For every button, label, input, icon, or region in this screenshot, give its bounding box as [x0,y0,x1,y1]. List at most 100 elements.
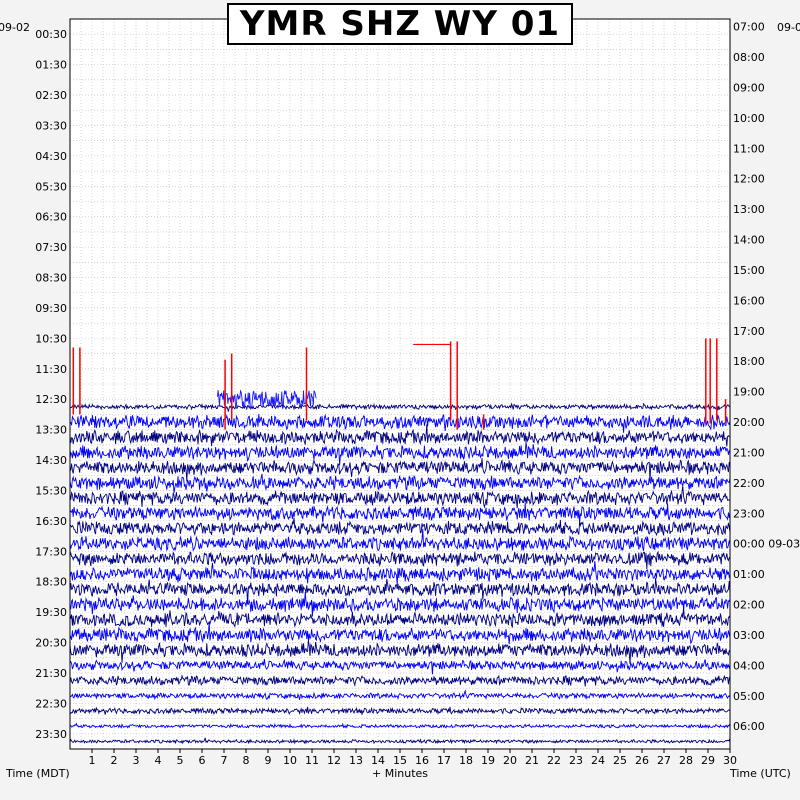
seismic-trace [69,706,731,716]
seismic-trace [69,502,731,523]
x-tick-label: 21 [525,754,539,767]
right-time-label: 12:00 [733,173,765,186]
right-time-label: 18:00 [733,355,765,368]
right-time-label: 22:00 [733,477,765,490]
x-tick-label: 20 [503,754,517,767]
chart-title: YMR SHZ WY 01 [227,3,573,45]
left-time-label: 23:30 [35,728,67,741]
x-tick-label: 7 [221,754,228,767]
left-time-label: 19:30 [35,606,67,619]
seismic-trace [69,722,731,730]
left-time-label: 04:30 [35,150,67,163]
x-tick-label: 12 [327,754,341,767]
left-time-label: 06:30 [35,211,67,224]
right-time-label: 23:00 [733,507,765,520]
x-tick-label: 22 [547,754,561,767]
x-tick-label: 26 [635,754,649,767]
left-time-label: 07:30 [35,241,67,254]
right-time-label: 10:00 [733,112,765,125]
seismic-trace [69,413,731,433]
x-tick-label: 14 [371,754,385,767]
right-time-label: 07:00 [733,21,765,34]
seismic-trace [69,592,731,617]
seismic-trace [69,528,731,552]
left-time-label: 03:30 [35,119,67,132]
left-time-label: 12:30 [35,393,67,406]
left-date-label: 09-02 [0,21,30,34]
x-tick-label: 9 [265,754,272,767]
right-time-label: 11:00 [733,142,765,155]
x-tick-label: 19 [481,754,495,767]
x-tick-label: 11 [305,754,319,767]
right-time-label: 20:00 [733,416,765,429]
left-time-label: 21:30 [35,667,67,680]
right-time-label: 06:00 [733,720,765,733]
seismic-trace [69,441,731,466]
right-time-label: 02:00 [733,599,765,612]
right-time-label: 13:00 [733,203,765,216]
right-time-label: 16:00 [733,294,765,307]
left-time-label: 01:30 [35,59,67,72]
left-time-label: 18:30 [35,576,67,589]
seismic-trace [69,485,731,509]
left-time-label: 17:30 [35,545,67,558]
right-time-label: 04:00 [733,659,765,672]
seismic-trace [69,674,731,687]
left-time-label: 05:30 [35,180,67,193]
right-time-label: 08:00 [733,51,765,64]
x-tick-label: 1 [89,754,96,767]
right-time-label: 14:00 [733,234,765,247]
left-time-label: 02:30 [35,89,67,102]
right-time-label: 19:00 [733,386,765,399]
x-tick-label: 29 [701,754,715,767]
x-tick-label: 24 [591,754,605,767]
seismic-trace [69,550,731,570]
x-tick-label: 25 [613,754,627,767]
seismic-trace [69,621,731,645]
x-tick-label: 10 [283,754,297,767]
seismic-burst [216,389,317,409]
seismic-trace [69,658,731,675]
x-tick-label: 28 [679,754,693,767]
right-time-label: 21:00 [733,446,765,459]
left-time-label: 09:30 [35,302,67,315]
x-tick-label: 15 [393,754,407,767]
right-time-label: 00:00 09-03 [733,538,800,551]
right-time-label: 01:00 [733,568,765,581]
x-tick-label: 23 [569,754,583,767]
seismic-trace [69,517,731,537]
left-time-label: 15:30 [35,484,67,497]
seismic-trace [69,737,731,745]
x-tick-label: 4 [155,754,162,767]
right-time-label: 15:00 [733,264,765,277]
x-tick-label: 6 [199,754,206,767]
seismic-trace [69,402,731,412]
left-time-label: 16:30 [35,515,67,528]
left-time-label: 20:30 [35,637,67,650]
left-time-label: 22:30 [35,697,67,710]
left-time-label: 08:30 [35,272,67,285]
right-time-label: 09:00 [733,81,765,94]
x-tick-label: 3 [133,754,140,767]
x-tick-label: 30 [723,754,737,767]
left-time-label: 11:30 [35,363,67,376]
seismic-trace [69,606,731,629]
x-tick-label: 8 [243,754,250,767]
left-axis-title: Time (MDT) [6,767,70,780]
x-tick-label: 16 [415,754,429,767]
right-date-label: 09-0 [777,21,800,34]
seismic-trace [70,689,731,701]
x-tick-label: 27 [657,754,671,767]
x-tick-label: 2 [111,754,118,767]
seismic-trace [69,639,731,664]
x-tick-label: 5 [177,754,184,767]
left-time-label: 10:30 [35,332,67,345]
right-time-label: 05:00 [733,690,765,703]
x-tick-label: 13 [349,754,363,767]
x-tick-label: 17 [437,754,451,767]
right-axis-title: Time (UTC) [730,767,791,780]
left-time-label: 13:30 [35,424,67,437]
right-time-label: 17:00 [733,325,765,338]
